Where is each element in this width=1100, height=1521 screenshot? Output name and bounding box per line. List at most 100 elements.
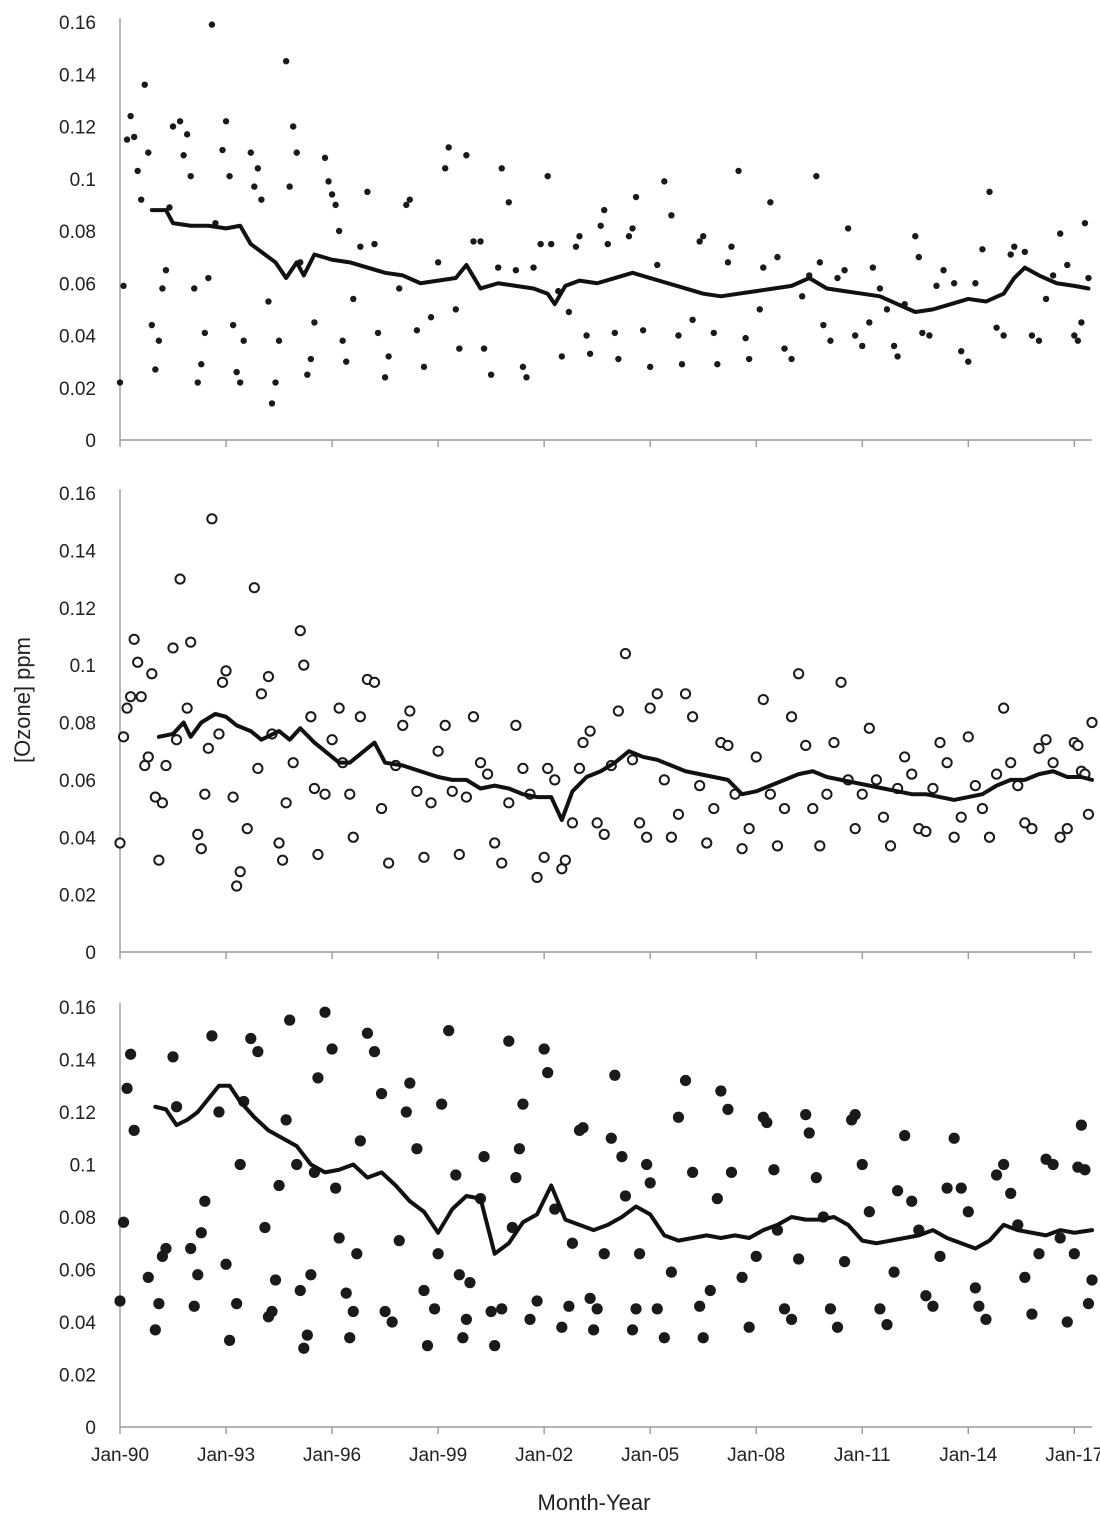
data-point [591, 817, 603, 829]
data-point [619, 648, 632, 660]
data-point [934, 1250, 946, 1262]
x-axis-title: Month-Year [538, 1490, 651, 1515]
data-point [672, 1111, 685, 1123]
data-point [955, 811, 967, 823]
data-point [708, 802, 720, 815]
data-point [231, 880, 243, 892]
data-point [583, 332, 590, 339]
data-point [1054, 1232, 1066, 1244]
data-point [851, 332, 859, 339]
data-point [375, 802, 388, 815]
data-point [906, 1195, 918, 1207]
data-point [125, 1048, 137, 1060]
data-point [386, 1316, 398, 1328]
data-point [187, 172, 194, 180]
data-point [577, 736, 589, 749]
data-point [986, 188, 993, 196]
data-point [443, 1025, 455, 1037]
data-point [1033, 1248, 1045, 1260]
data-point [788, 355, 795, 363]
data-point [213, 1106, 225, 1118]
data-point [920, 1290, 932, 1302]
data-point [280, 1114, 292, 1126]
data-point [530, 264, 537, 271]
data-point [537, 240, 544, 248]
data-point [364, 188, 371, 196]
data-point [651, 688, 663, 700]
data-point [785, 1313, 798, 1325]
data-point [556, 1321, 568, 1333]
y-tick-label: 0.1 [70, 170, 96, 191]
data-point [432, 1248, 444, 1260]
data-point [807, 802, 819, 815]
data-point [343, 358, 350, 365]
panel-top-mean-line [149, 208, 1091, 314]
data-point [252, 1046, 264, 1058]
data-point [485, 1305, 497, 1318]
data-point [456, 345, 463, 352]
data-point [813, 172, 820, 180]
data-point [856, 1158, 868, 1171]
data-point [312, 1072, 324, 1084]
data-point [877, 811, 890, 823]
data-point [480, 345, 488, 352]
data-point [121, 702, 133, 714]
data-point [169, 123, 177, 130]
data-point [418, 1284, 430, 1297]
data-point [202, 742, 214, 754]
data-point [404, 1077, 416, 1089]
data-point [629, 225, 636, 232]
data-point [344, 788, 356, 800]
data-point [764, 788, 776, 800]
data-point [869, 264, 877, 271]
data-point [774, 253, 781, 261]
data-point [892, 1185, 904, 1197]
data-point [863, 1206, 875, 1218]
data-point [1011, 243, 1018, 250]
data-point [404, 705, 416, 717]
data-point [201, 329, 209, 337]
panel-middle: 0 0.02 0.04 0.06 0.08 0.1 0.12 0.14 0.16 [59, 484, 1098, 964]
data-point [117, 1216, 130, 1228]
data-point [876, 285, 884, 292]
data-point [761, 1116, 773, 1129]
data-point [1005, 1187, 1017, 1199]
data-point [803, 1127, 815, 1139]
data-point [326, 734, 338, 746]
data-point [223, 1334, 236, 1346]
data-point [396, 285, 403, 292]
y-tick-label: 0.06 [59, 274, 96, 295]
data-point [452, 306, 459, 313]
data-point [998, 702, 1010, 714]
data-point [393, 1235, 405, 1247]
data-point [406, 196, 414, 203]
data-point [174, 573, 186, 585]
data-point [1047, 1158, 1059, 1171]
data-point [305, 711, 317, 723]
data-point [273, 837, 285, 849]
data-point [990, 768, 1003, 780]
data-point [915, 253, 923, 261]
data-point [701, 837, 713, 849]
data-point [381, 374, 389, 381]
data-point [696, 238, 703, 245]
data-point [368, 676, 381, 688]
data-point [686, 711, 699, 723]
data-point [962, 1206, 974, 1218]
data-point [724, 259, 732, 266]
y-tick-label: 0.04 [59, 1313, 96, 1334]
data-point [460, 791, 472, 803]
data-point [694, 1300, 706, 1312]
data-point [128, 1124, 140, 1136]
data-point [745, 355, 753, 363]
y-tick-label: 0 [85, 431, 96, 452]
data-point [838, 1256, 851, 1268]
data-point [183, 131, 191, 138]
data-point [743, 823, 755, 835]
data-point [700, 233, 707, 240]
data-point [632, 193, 640, 201]
data-point [714, 361, 721, 368]
data-point [128, 633, 140, 645]
data-point [1071, 332, 1078, 339]
panel-top: 0 0.02 0.04 0.06 0.08 0.1 0.12 0.14 0.16 [59, 13, 1092, 452]
